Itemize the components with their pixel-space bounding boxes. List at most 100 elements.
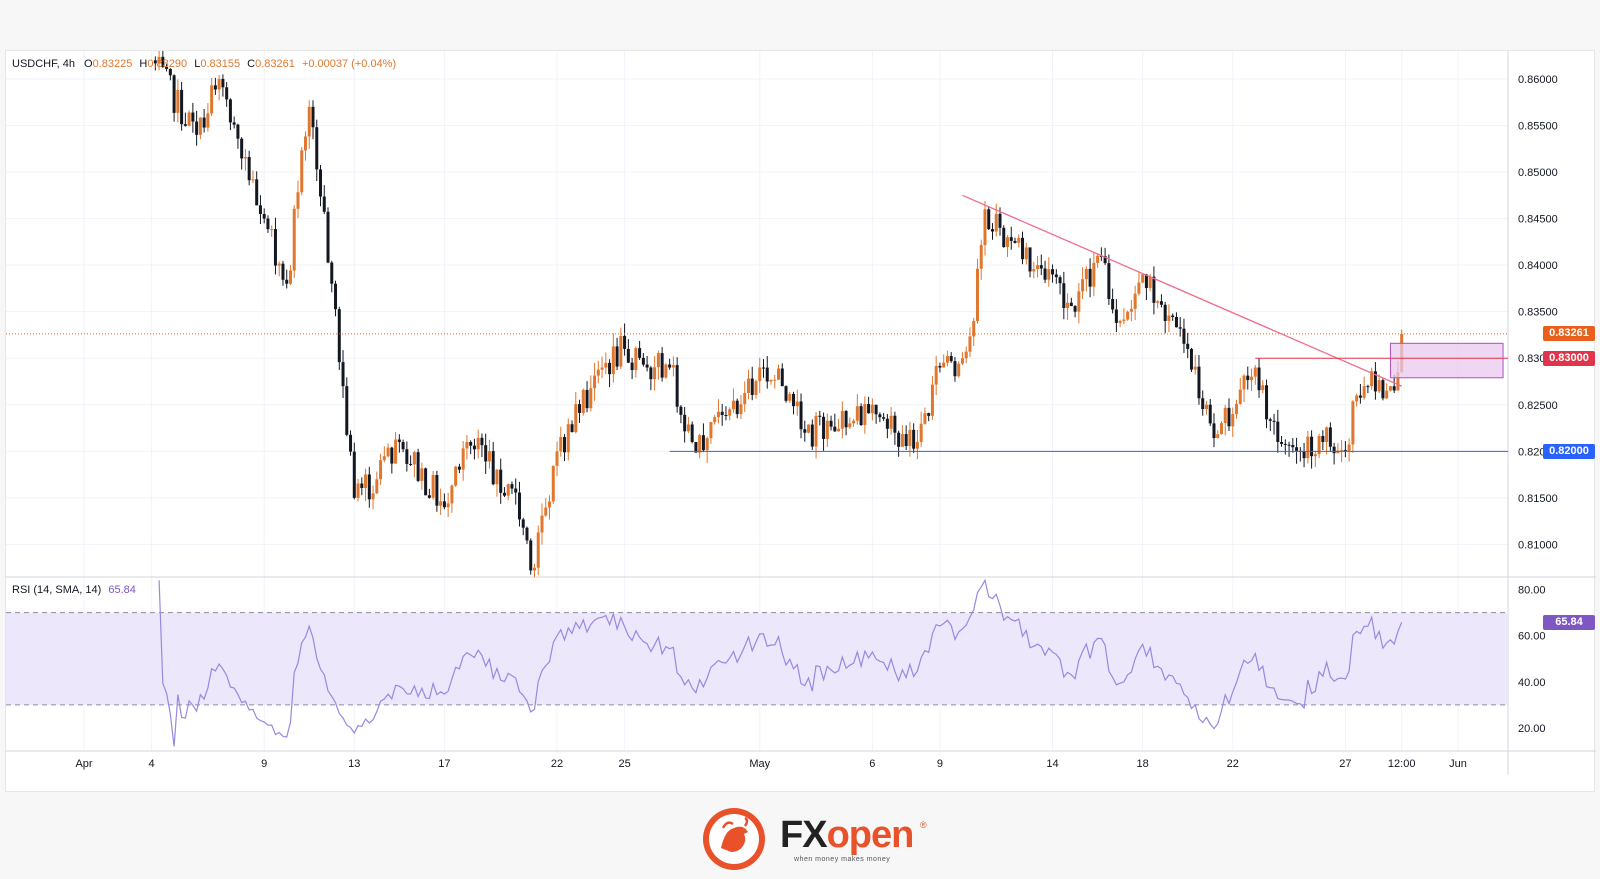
rsi-legend: RSI (14, SMA, 14) 65.84	[12, 584, 136, 596]
price-tick-label: 0.81500	[1518, 493, 1558, 505]
candle-body	[262, 214, 266, 219]
candle-body	[720, 411, 724, 415]
time-tick-label: 22	[551, 758, 563, 770]
candle-body	[983, 209, 987, 246]
candle-body	[292, 208, 296, 271]
candle-body	[1141, 274, 1145, 283]
candle-body	[382, 456, 386, 461]
candle-body	[1366, 386, 1370, 388]
candle-body	[1336, 450, 1340, 454]
candle-body	[1396, 372, 1400, 391]
candle-body	[765, 367, 769, 382]
candle-body	[1257, 367, 1261, 391]
candle-body	[945, 356, 949, 363]
candle-body	[566, 424, 570, 453]
price-tick-label: 0.85500	[1518, 120, 1558, 132]
candle-body	[1051, 269, 1055, 275]
candle-body	[630, 362, 634, 371]
candle-body	[1208, 404, 1212, 424]
candle-body	[641, 357, 645, 365]
candle-body	[769, 379, 773, 382]
candle-body	[176, 89, 180, 113]
candle-body	[1385, 390, 1389, 399]
candle-body	[1047, 269, 1051, 280]
candle-body	[912, 429, 916, 449]
candle-body	[814, 415, 818, 447]
candle-body	[300, 150, 304, 193]
candle-body	[1126, 311, 1130, 320]
candle-body	[1114, 309, 1118, 323]
candle-body	[529, 540, 533, 571]
candle-body	[1317, 435, 1321, 455]
candle-body	[844, 410, 848, 428]
candle-body	[424, 468, 428, 496]
candle-body	[555, 451, 559, 466]
candle-body	[1054, 274, 1058, 278]
candle-body	[236, 124, 240, 139]
candle-body	[1006, 237, 1010, 248]
candle-body	[1163, 304, 1167, 321]
candle-body	[863, 404, 867, 426]
candle-body	[1002, 227, 1006, 248]
candle-body	[356, 483, 360, 498]
candle-body	[1024, 247, 1028, 260]
candle-body	[867, 404, 871, 414]
candle-body	[206, 113, 210, 128]
candle-body	[1069, 302, 1073, 307]
candle-body	[638, 348, 642, 358]
candle-body	[746, 378, 750, 393]
candle-body	[1088, 268, 1092, 287]
candle-body	[420, 468, 424, 481]
candle-body	[788, 393, 792, 401]
candle-body	[536, 532, 540, 568]
candle-body	[1373, 371, 1377, 392]
candle-body	[1253, 367, 1257, 377]
time-tick-label: 9	[937, 758, 943, 770]
candle-body	[326, 211, 330, 263]
candle-body	[1340, 450, 1344, 452]
candle-body	[833, 426, 837, 432]
candle-body	[987, 209, 991, 230]
candle-body	[1009, 237, 1013, 241]
brand-right: open	[826, 814, 915, 856]
time-tick-label: Apr	[75, 758, 92, 770]
rsi-tick-label: 20.00	[1518, 723, 1546, 735]
candle-body	[694, 442, 698, 453]
candle-body	[1310, 436, 1314, 457]
candle-body	[870, 404, 874, 414]
candle-body	[1238, 389, 1242, 404]
chart-panel[interactable]: 0.81000 0.81500 0.82000 0.82500 0.83000 0.835…	[5, 50, 1596, 793]
chart-svg[interactable]: 0.81000 0.81500 0.82000 0.82500 0.83000 0.835…	[6, 51, 1596, 793]
current-price-tag: 0.83261	[1543, 326, 1595, 342]
candle-body	[1066, 302, 1070, 308]
candle-body	[1321, 435, 1325, 443]
symbol-label: USDCHF, 4h	[12, 58, 75, 70]
candle-body	[273, 229, 277, 266]
candle-body	[1261, 385, 1265, 391]
candle-body	[758, 367, 762, 382]
candle-body	[266, 218, 270, 230]
candle-body	[743, 392, 747, 405]
candle-body	[859, 406, 863, 426]
time-tick-label: 25	[618, 758, 630, 770]
price-tick-label: 0.81000	[1518, 539, 1558, 551]
rsi-band	[6, 612, 1508, 705]
candle-body	[345, 386, 349, 435]
candle-body	[1058, 277, 1062, 284]
candle-body	[600, 367, 604, 370]
candle-body	[825, 420, 829, 439]
candle-body	[217, 78, 221, 90]
candle-body	[731, 400, 735, 410]
candle-body	[352, 451, 356, 498]
candle-body	[240, 138, 244, 159]
candle-body	[243, 157, 247, 159]
candle-body	[716, 411, 720, 418]
candle-body	[1343, 450, 1347, 452]
candle-body	[375, 479, 379, 494]
candle-body	[604, 362, 608, 368]
candle-body	[968, 336, 972, 352]
high-value: 0.83290	[147, 58, 188, 70]
candle-body	[1362, 386, 1366, 398]
candle-body	[1235, 403, 1239, 415]
time-tick-label: 13	[348, 758, 360, 770]
